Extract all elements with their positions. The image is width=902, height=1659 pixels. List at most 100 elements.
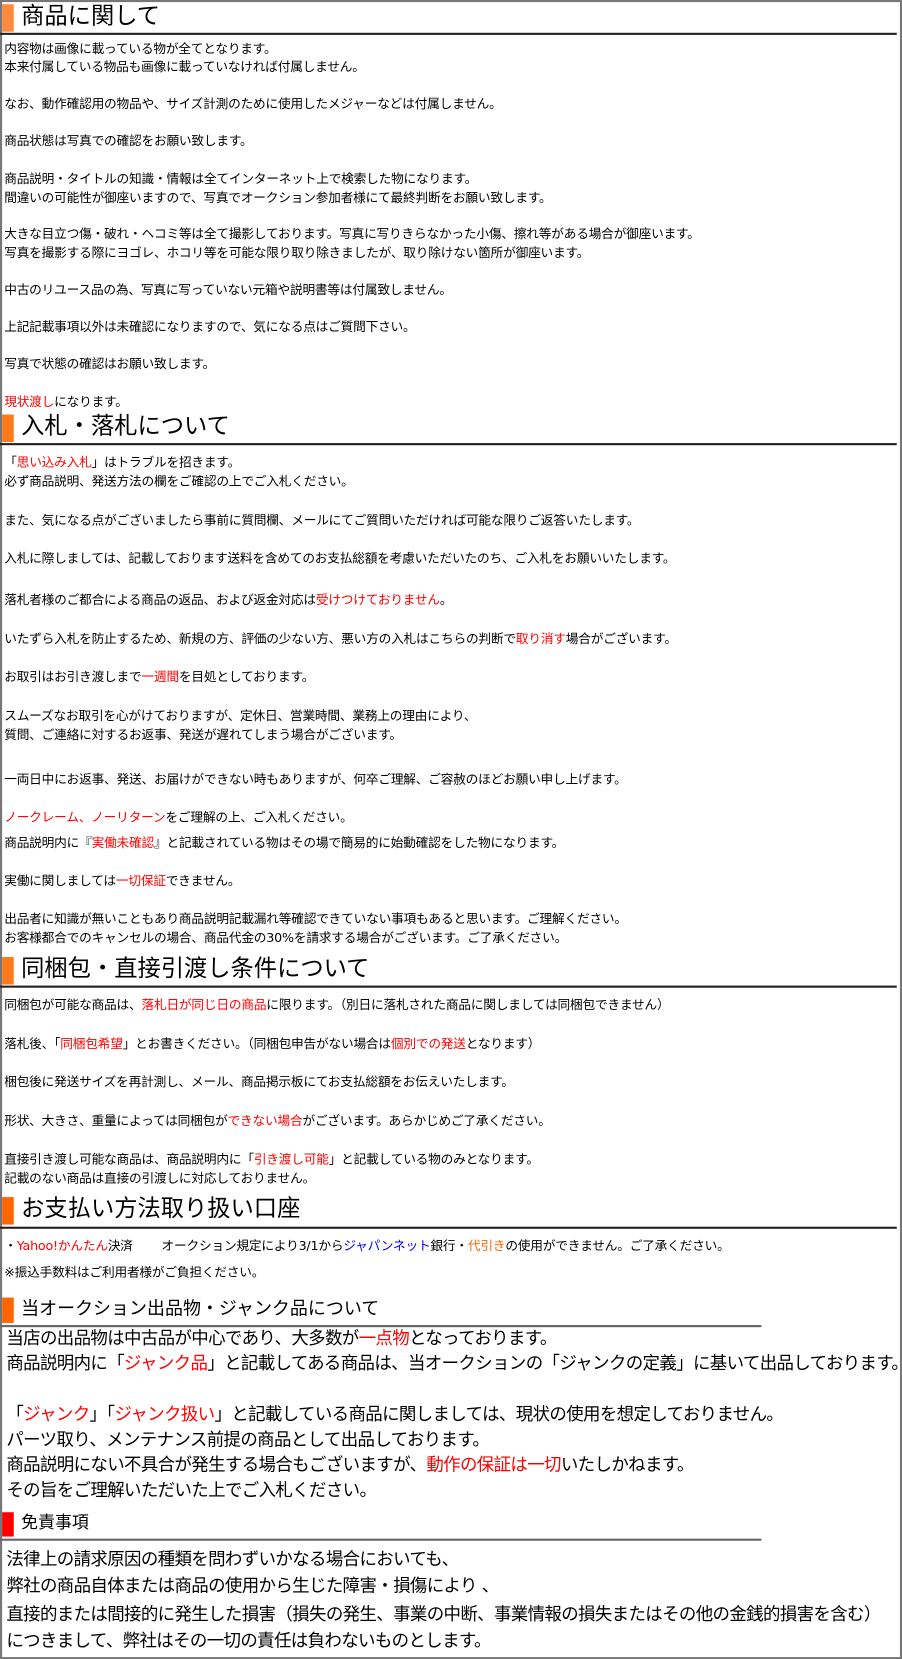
text-segment: 商品説明内に『	[4, 835, 92, 851]
text-line: 上記記載事項以外は未確認になりますので、気になる点はご質問下さい。	[4, 319, 416, 335]
text-segment: につきまして、弊社はその一切の責任は負わないものとします。	[6, 1630, 491, 1651]
text-segment: 』と記載されている物はその場で簡易的に始動確認をした物になります。	[153, 835, 565, 851]
text-line: 商品説明内に『実働未確認』と記載されている物はその場で簡易的に始動確認をした物に…	[4, 836, 564, 849]
highlight-text: 取り消す	[515, 631, 566, 647]
text-segment: 間違いの可能性が御座いますので、写真でオークション参加者様にて最終判断をお願い致…	[4, 190, 552, 206]
section-divider	[0, 32, 897, 35]
section-title: 免責事項	[21, 1512, 89, 1533]
text-line: 一両日中にお返事、発送、お届けができない時もありますが、何卒ご理解、ご容赦のほど…	[4, 771, 627, 787]
highlight-text: Yahoo!かんたん	[16, 1238, 108, 1254]
text-segment: 必ず商品説明、発送方法の欄をご確認の上でご入札ください。	[4, 473, 354, 489]
text-line: 形状、大きさ、重量によっては同梱包ができない場合がございます。あらかじめご了承く…	[4, 1115, 551, 1128]
text-segment: なお、動作確認用の物品や、サイズ計測のために使用したメジャーなどは付属しません。	[4, 96, 502, 112]
text-line: 落札後、「同梱包希望」とお書きください。（同梱包申告がない場合は個別での発送とな…	[4, 1037, 540, 1050]
text-segment: がございます。あらかじめご了承ください。	[302, 1113, 551, 1129]
text-segment: 直接的または間接的に発生した損害（損失の発生、事業の中断、事業情報の損失またはそ…	[6, 1603, 881, 1625]
section-title: 商品に関して	[21, 3, 161, 30]
section-title: お支払い方法取り扱い口座	[21, 1195, 301, 1223]
text-segment: できません。	[165, 873, 241, 889]
text-line: 梱包後に発送サイズを再計測し、メール、商品掲示板にてお支払総額をお伝えいたします…	[4, 1075, 514, 1088]
text-segment: ・	[4, 1238, 17, 1254]
text-segment: 梱包後に発送サイズを再計測し、メール、商品掲示板にてお支払総額をお伝えいたします…	[4, 1074, 514, 1090]
highlight-text: 同梱包希望	[60, 1036, 123, 1052]
highlight-text: 一点物	[358, 1327, 410, 1349]
text-line: ・Yahoo!かんたん決済 オークション規定により3/1からジャパンネット銀行・…	[4, 1238, 730, 1254]
text-segment: ※振込手数料はご利用者様がご負担ください。	[4, 1264, 265, 1280]
text-line: 必ず商品説明、発送方法の欄をご確認の上でご入札ください。	[4, 473, 354, 489]
text-segment: 」と記載してある商品は、当オークションの「ジャンクの定義」に基いて出品しておりま…	[207, 1353, 902, 1374]
text-segment: 「	[6, 1404, 24, 1425]
highlight-text: 思い込み入札	[16, 454, 92, 470]
text-line: 本来付属している物品も画像に載っていなければ付属しません。	[4, 59, 365, 75]
text-segment: 記載のない商品は直接の引渡しに対応しておりません。	[4, 1170, 316, 1186]
text-segment: お取引はお引き渡しまで	[4, 669, 142, 685]
text-segment: 」はトラブルを招きます。	[91, 454, 241, 470]
text-segment: また、気になる点がございましたら事前に質問欄、メールにてご質問いただければ可能な…	[4, 512, 640, 528]
text-line: 中古のリユース品の為、写真に写っていない元箱や説明書等は付属致しません。	[4, 283, 452, 296]
text-line: 質問、ご連絡に対するお返事、発送が遅れてしまう場合がございます。	[4, 729, 402, 742]
text-segment: に限ります。（別日に落札された商品に関しましては同梱包できません）	[266, 997, 670, 1013]
text-line: また、気になる点がございましたら事前に質問欄、メールにてご質問いただければ可能な…	[4, 514, 639, 527]
text-line: 間違いの可能性が御座いますので、写真でオークション参加者様にて最終判断をお願い致…	[4, 190, 552, 206]
text-segment: となります）	[465, 1036, 541, 1052]
text-segment: 落札者様のご都合による商品の返品、および返金対応は	[4, 592, 316, 608]
text-segment: の使用ができません。ご了承ください。	[505, 1238, 730, 1254]
highlight-text: ノークレーム、ノーリターン	[4, 810, 166, 825]
section-divider	[0, 1226, 897, 1229]
text-segment: 入札に際しましては、記載しております送料を含めてのお支払総額を考慮いただいたのち…	[4, 550, 676, 566]
highlight-text: 落札日が同じ日の商品	[141, 997, 267, 1013]
text-line: につきまして、弊社はその一切の責任は負わないものとします。	[6, 1630, 491, 1651]
highlight-text: 一週間	[141, 669, 180, 685]
section-marker-bar	[2, 957, 14, 985]
text-line: ノークレーム、ノーリターンをご理解の上、ご入札ください。	[4, 810, 353, 825]
text-line: 内容物は画像に載っている物が全てとなります。	[4, 42, 276, 55]
text-segment: 場合がございます。	[565, 631, 677, 647]
text-line: 写真で状態の確認はお願い致します。	[4, 357, 215, 370]
text-segment: スムーズなお取引を心がけておりますが、定休日、営業時間、業務上の理由により、	[4, 708, 477, 724]
text-segment: 銀行・	[430, 1238, 468, 1254]
text-segment: 写真を撮影する際にヨゴレ、ホコリ等を可能な限り取り除きましたが、取り除けない箇所…	[4, 245, 590, 261]
text-line: 落札者様のご都合による商品の返品、および返金対応は受けつけておりません。	[4, 593, 452, 606]
text-segment: を目処としております。	[178, 669, 315, 685]
text-line: 同梱包が可能な商品は、落札日が同じ日の商品に限ります。（別日に落札された商品に関…	[4, 998, 669, 1011]
text-segment: になります。	[54, 394, 128, 410]
text-line: 弊社の商品自体または商品の使用から生じた障害・損傷により 、	[6, 1577, 499, 1595]
section-title: 当オークション出品物・ジャンク品について	[21, 1298, 380, 1320]
text-segment: 「	[4, 454, 17, 470]
text-segment: 」と記載している商品に関しましては、現状の使用を想定しておりません。	[214, 1404, 784, 1425]
text-segment: 本来付属している物品も画像に載っていなければ付属しません。	[4, 59, 365, 75]
text-segment: 一両日中にお返事、発送、お届けができない時もありますが、何卒ご理解、ご容赦のほど…	[4, 771, 627, 787]
text-line: 「ジャンク」「ジャンク扱い」と記載している商品に関しましては、現状の使用を想定し…	[6, 1404, 784, 1425]
text-segment: いたずら入札を防止するため、新規の方、評価の少ない方、悪い方の入札はこちらの判断…	[4, 631, 516, 647]
highlight-text: 動作の保証は一切	[426, 1454, 561, 1475]
text-line: 現状渡しになります。	[4, 396, 128, 409]
text-segment: 直接引き渡し可能な商品は、商品説明内に「	[4, 1151, 254, 1167]
section-divider	[0, 985, 897, 988]
highlight-text: ジャンク扱い	[114, 1404, 215, 1425]
text-segment: 」と記載している物のみとなります。	[328, 1151, 539, 1167]
section-marker-bar	[2, 4, 14, 32]
text-line: パーツ取り、メンテナンス前提の商品として出品しております。	[6, 1431, 490, 1449]
text-segment: 決済 オークション規定により3/1から	[107, 1238, 344, 1254]
text-segment: 内容物は画像に載っている物が全てとなります。	[4, 41, 277, 57]
highlight-text: 受けつけておりません	[315, 592, 440, 608]
highlight-text: 現状渡し	[4, 394, 55, 410]
text-segment: 当店の出品物は中古品が中心であり、大多数が	[6, 1327, 359, 1349]
text-line: 実働に関しましては一切保証できません。	[4, 875, 240, 888]
text-segment: 」「	[89, 1404, 116, 1425]
text-segment: をご理解の上、ご入札ください。	[165, 810, 353, 825]
text-line: 直接引き渡し可能な商品は、商品説明内に「引き渡し可能」と記載している物のみとなり…	[4, 1153, 539, 1166]
text-segment: 商品状態は写真での確認をお願い致します。	[4, 133, 253, 149]
text-line: 法律上の請求原因の種類を問わずいかなる場合においても、	[6, 1550, 459, 1568]
text-segment: 。	[439, 592, 453, 608]
highlight-text: ジャンク	[23, 1404, 90, 1425]
section-divider	[0, 443, 897, 446]
text-line: 大きな目立つ傷・破れ・ヘコミ等は全て撮影しております。写真に写りきらなかった小傷…	[4, 227, 700, 240]
highlight-text: 一切保証	[115, 873, 166, 889]
text-segment: 上記記載事項以外は未確認になりますので、気になる点はご質問下さい。	[4, 319, 416, 335]
text-segment: 商品説明・タイトルの知識・情報は全てインターネット上で検索した物になります。	[4, 171, 478, 187]
section-divider	[0, 1325, 762, 1328]
text-line: お取引はお引き渡しまで一週間を目処としております。	[4, 670, 314, 683]
